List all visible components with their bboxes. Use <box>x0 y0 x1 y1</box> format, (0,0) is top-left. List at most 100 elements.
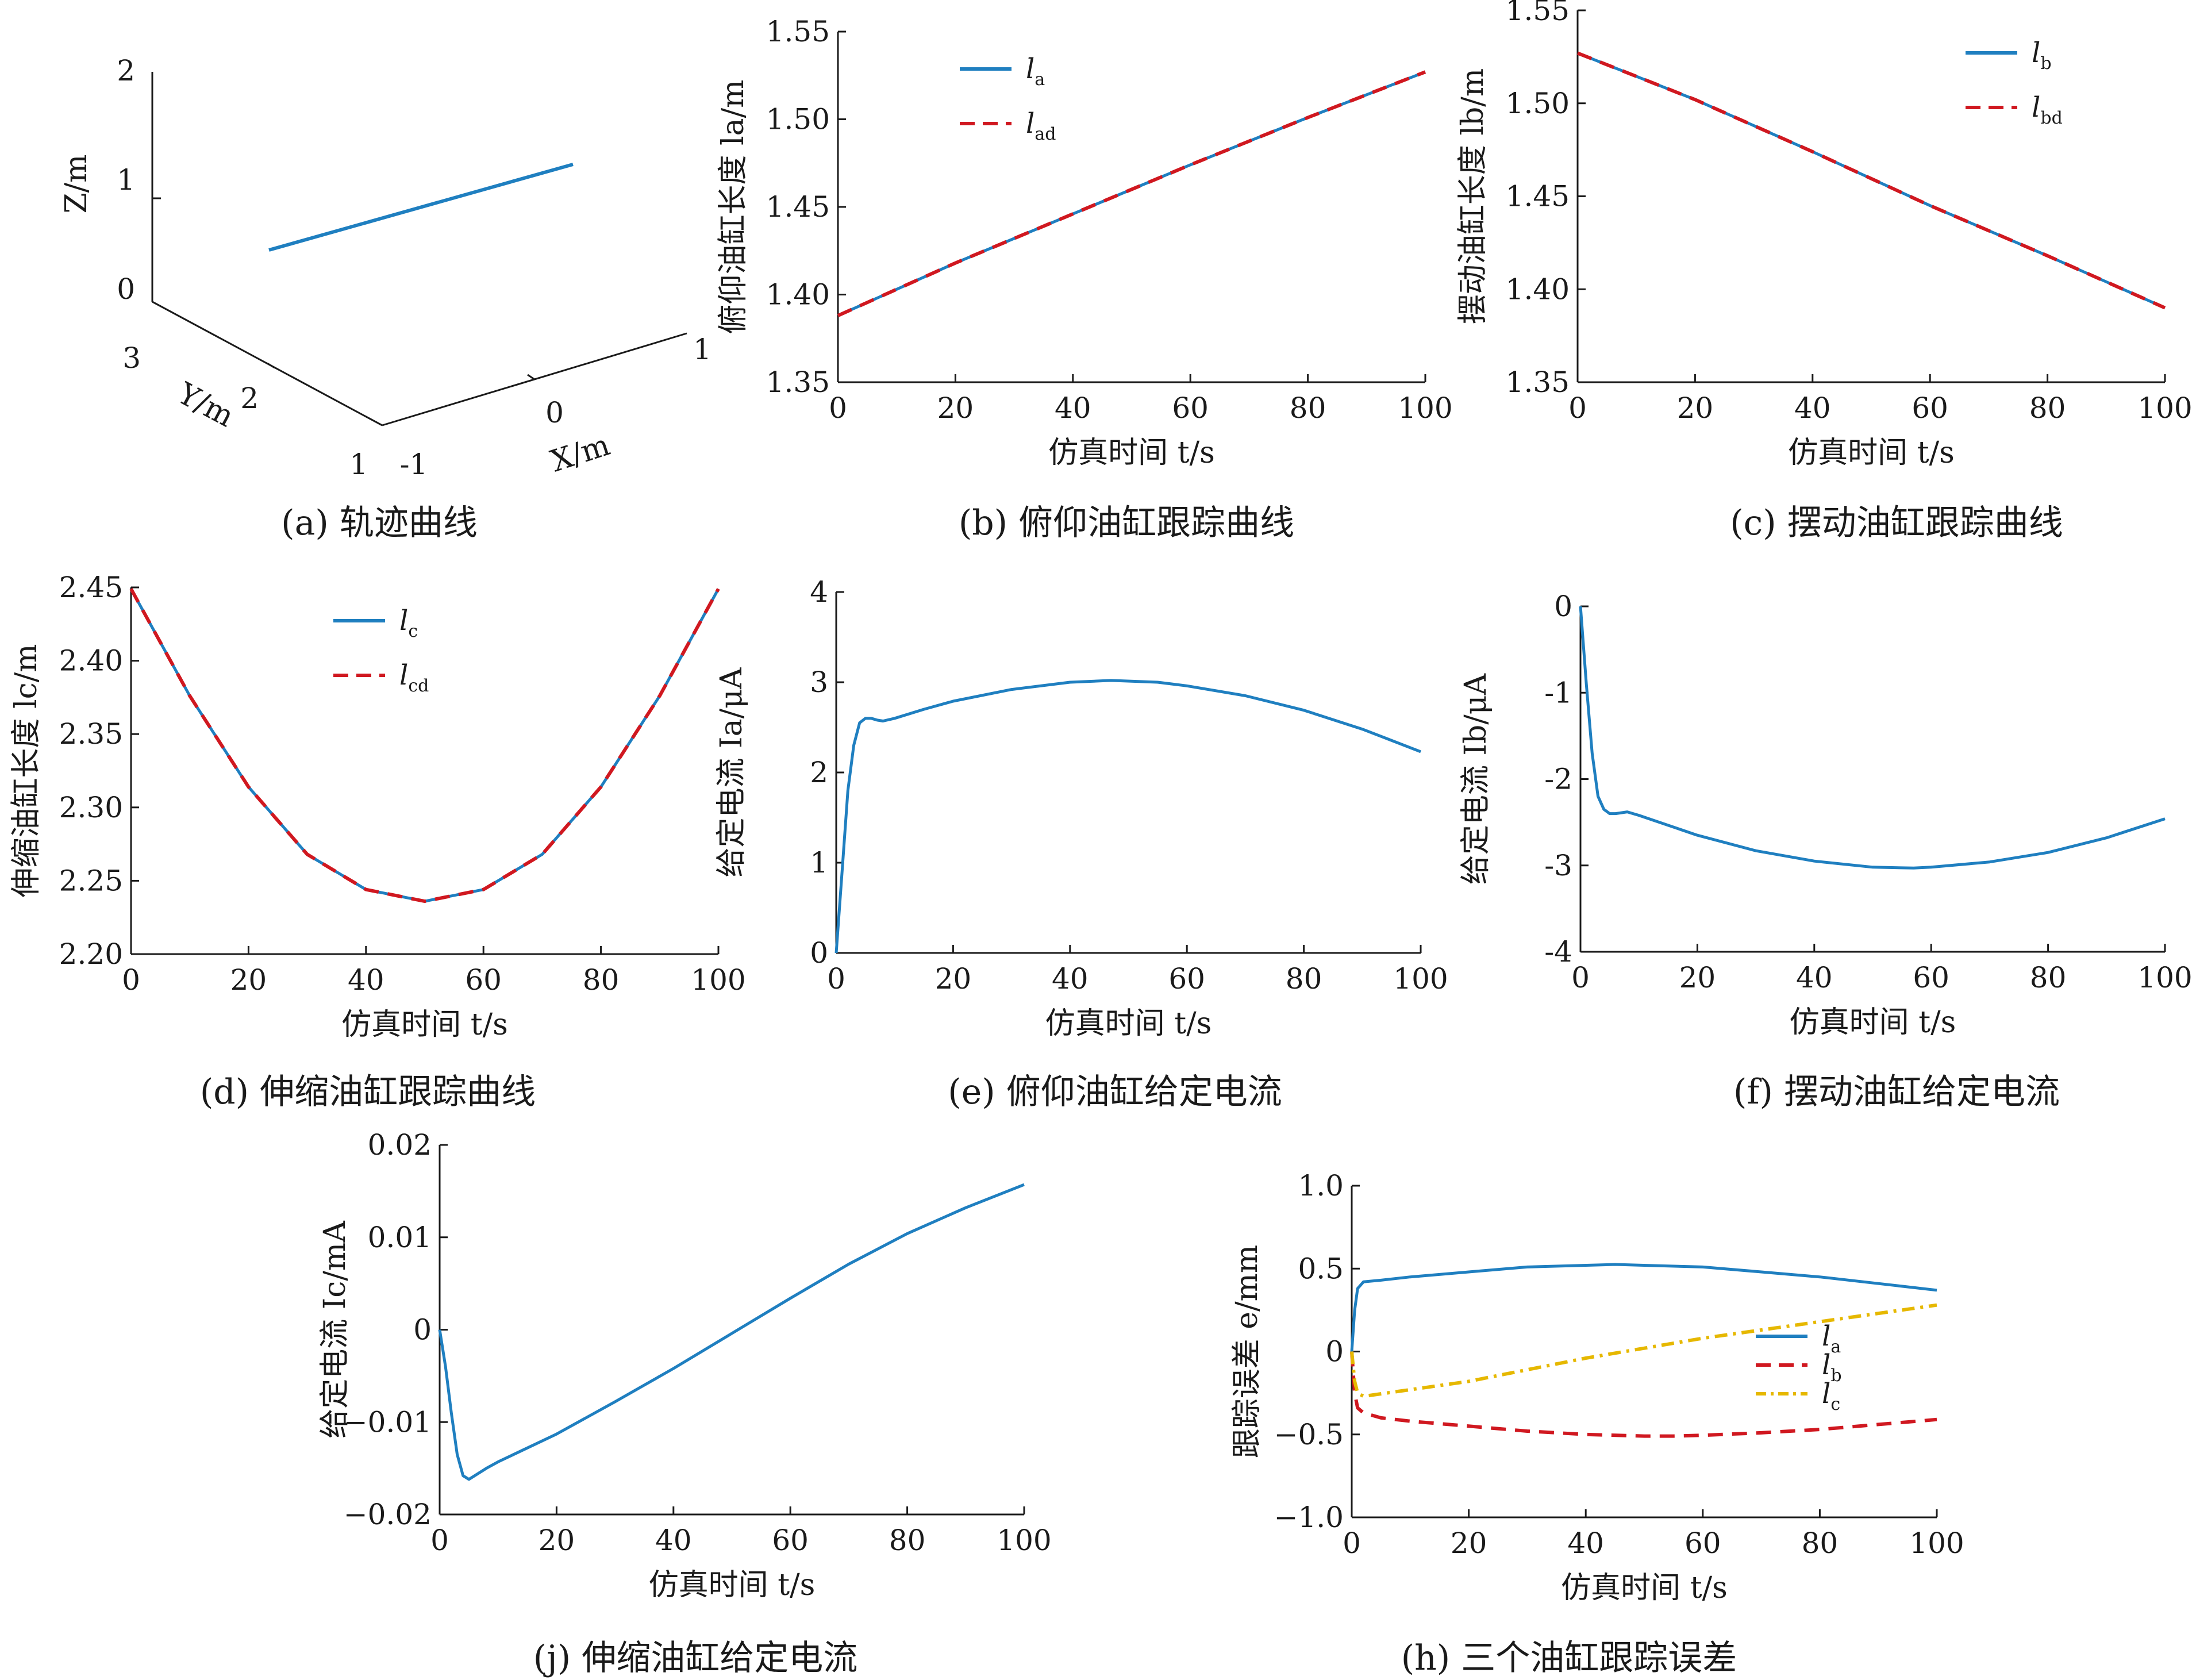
y-tick-label: 1.35 <box>1506 366 1570 399</box>
x-tick-label: 100 <box>1398 391 1452 425</box>
y-tick-label: 2.25 <box>59 864 123 897</box>
chart-a-3d: 0 1 2 3 2 1 -1 0 1 Z/m Y/m X/m <box>59 54 712 481</box>
x-tick-label: 80 <box>889 1524 926 1557</box>
x-axis-label: 仿真时间 t/s <box>1561 1571 1728 1605</box>
y-tick-label: 0 <box>413 1313 432 1347</box>
y-tick-label: -4 <box>1544 935 1572 968</box>
x-tick-label: 20 <box>1677 391 1714 425</box>
x-tick-label: 0 <box>1568 391 1587 425</box>
x-tick-label: 60 <box>1912 391 1948 425</box>
caption-j: (j) 伸缩油缸给定电流 <box>533 1638 858 1678</box>
chart-j: 0 20 40 60 80 100 −0.02 −0.01 0 0.01 0.02 仿真时间 t/s 给… <box>318 1128 1052 1602</box>
chart-c: 0 20 40 60 80 100 1.35 1.40 1.45 1.50 1.55 仿真时间 t/s… <box>1456 0 2193 470</box>
chart-b: 0 20 40 60 80 100 1.35 1.40 1.45 1.50 1.55 仿真时间 t/s… <box>716 15 1453 470</box>
x-tick-label: 60 <box>465 963 502 997</box>
chart-h: 0 20 40 60 80 100 −1.0 −0.5 0 0.5 1.0 仿真时间 t/s 跟踪误差 … <box>1230 1169 1964 1605</box>
x-axis-label: 仿真时间 t/s <box>1045 1006 1212 1041</box>
caption-a: (a) 轨迹曲线 <box>281 503 478 543</box>
x-axis-label: X/m <box>547 428 614 479</box>
z-tick-label-1: 1 <box>117 163 135 197</box>
y-axis-label: 给定电流 Ic/mA <box>318 1220 352 1439</box>
x-tick-label: 40 <box>1055 391 1091 425</box>
caption-c: (c) 摆动油缸跟踪曲线 <box>1730 503 2063 543</box>
y-tick-label: 0.5 <box>1298 1252 1344 1285</box>
x-tick-label: 80 <box>2029 391 2066 425</box>
y-tick-label: −1.0 <box>1274 1501 1344 1534</box>
y-tick-label: 0 <box>1554 590 1572 623</box>
y-tick-label: 1.50 <box>1506 87 1570 120</box>
y-tick-label-3: 3 <box>122 341 141 375</box>
x-tick-label: 40 <box>1794 391 1831 425</box>
y-tick-label: 1.55 <box>766 15 830 48</box>
y-tick-label: 2.40 <box>59 644 123 678</box>
x-tick-label: 40 <box>1796 961 1833 994</box>
series-line-Ib <box>1579 606 2166 870</box>
series-line-la <box>1350 1263 1937 1352</box>
x-tick-label: 40 <box>1052 962 1089 995</box>
y-tick-label: 3 <box>810 666 828 699</box>
x-tick-label-1: 1 <box>693 333 712 366</box>
y-tick-label-1: 1 <box>349 448 368 481</box>
y-tick-label: 0 <box>1325 1335 1344 1368</box>
x-tick-label: 100 <box>997 1524 1051 1557</box>
x-tick-label: 20 <box>1679 961 1716 994</box>
chart-e: 0 20 40 60 80 100 0 1 2 3 4 仿真时间 t/s 给定电流 Ia/μA <box>714 575 1448 1041</box>
x-axis-label: 仿真时间 t/s <box>1048 436 1215 470</box>
legend-label-lb: lb <box>2032 37 2052 74</box>
x-tick-label: 60 <box>772 1524 809 1557</box>
x-tick-label: 20 <box>230 963 267 997</box>
x-tick-label-neg1: -1 <box>400 448 428 481</box>
x-tick-label: 100 <box>1909 1527 1964 1560</box>
z-axis-label: Z/m <box>59 155 94 214</box>
x-axis-label: 仿真时间 t/s <box>1788 436 1955 470</box>
x-tick-label: 60 <box>1685 1527 1721 1560</box>
y-tick-label: -2 <box>1544 763 1572 796</box>
series-line-Ia <box>834 679 1421 954</box>
caption-f: (f) 摆动油缸给定电流 <box>1733 1072 2060 1112</box>
y-tick-label: 1.45 <box>1506 180 1570 213</box>
x-axis-label: 仿真时间 t/s <box>649 1568 816 1602</box>
x-axis-label: 仿真时间 t/s <box>341 1008 508 1042</box>
x-tick-label-0: 0 <box>545 396 564 429</box>
y-axis-label: 给定电流 Ia/μA <box>714 667 749 877</box>
legend-label-la: la <box>1026 53 1045 90</box>
y-tick-2 <box>267 362 275 369</box>
y-axis-label: 跟踪误差 e/mm <box>1230 1245 1264 1458</box>
y-tick-label: -3 <box>1544 849 1572 882</box>
x-tick-label: 20 <box>937 391 974 425</box>
x-tick-label: 0 <box>829 391 847 425</box>
y-tick-label: 0.02 <box>368 1128 432 1162</box>
y-tick-label-2: 2 <box>240 382 259 415</box>
x-tick-label: 60 <box>1172 391 1209 425</box>
x-tick-label: 60 <box>1168 962 1205 995</box>
x-tick-label: 80 <box>1802 1527 1839 1560</box>
x-tick-label: 100 <box>2137 961 2192 994</box>
y-tick-label: 1.45 <box>766 190 830 224</box>
y-axis-label: 给定电流 Ib/μA <box>1459 672 1493 885</box>
legend-label-lad: lad <box>1026 107 1056 144</box>
chart-d: 0 20 40 60 80 100 2.20 2.25 2.30 2.35 2.40 2.45 仿真时间… <box>9 571 746 1042</box>
y-tick-label: 2.20 <box>59 937 123 971</box>
x-tick-label: 100 <box>1393 962 1448 995</box>
y-tick-label: 1.50 <box>766 103 830 136</box>
x-tick-label: 0 <box>827 962 845 995</box>
y-tick-label: 0.01 <box>368 1221 432 1254</box>
series-line-la <box>837 70 1426 317</box>
series-line-lc <box>129 588 720 903</box>
x-tick-label: 0 <box>1343 1527 1361 1560</box>
x-tick-label: 80 <box>1290 391 1326 425</box>
series-line-lb <box>1350 1351 1937 1438</box>
legend-label-la: la <box>1822 1320 1841 1357</box>
x-tick-0 <box>527 374 535 380</box>
y-tick-label: 1.0 <box>1298 1169 1344 1202</box>
y-tick-label: 1.40 <box>766 278 830 312</box>
series-line-Ic <box>438 1183 1025 1481</box>
legend-label-lb: lb <box>1822 1349 1842 1386</box>
chart-f: 0 20 40 60 80 100 -4 -3 -2 -1 0 仿真时间 t/s 给定电流 Ib/μA <box>1459 590 2193 1040</box>
x-tick-label: 40 <box>1567 1527 1604 1560</box>
x-tick-label: 20 <box>1451 1527 1487 1560</box>
y-axis-label: 伸缩油缸长度 lc/m <box>9 644 44 897</box>
x-tick-label: 0 <box>1571 961 1590 994</box>
